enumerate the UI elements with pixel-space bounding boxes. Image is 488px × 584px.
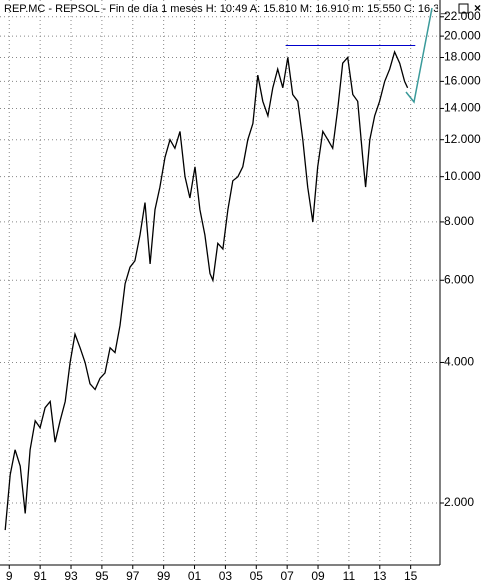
x-tick-label: 03 (219, 569, 233, 583)
y-tick-label: 2.000 (444, 495, 474, 509)
x-tick-label: 09 (311, 569, 325, 583)
x-tick-label: 13 (373, 569, 387, 583)
y-tick-label: 16.000 (444, 74, 481, 88)
y-tick-label: 20.000 (444, 28, 481, 42)
x-tick-label: 97 (126, 569, 140, 583)
x-tick-label: 95 (95, 569, 109, 583)
y-tick-label: 4.000 (444, 355, 474, 369)
x-tick-label: 9 (6, 569, 13, 583)
y-tick-label: 22.000 (444, 9, 481, 23)
x-tick-label: 05 (250, 569, 264, 583)
projection-arrow (405, 7, 433, 104)
y-tick-label: 6.000 (444, 272, 474, 286)
x-tick-label: 01 (188, 569, 202, 583)
y-tick-label: 14.000 (444, 101, 481, 115)
x-tick-label: 11 (343, 569, 356, 583)
window-buttons[interactable] (438, 2, 486, 16)
x-tick-label: 93 (64, 569, 78, 583)
maximize-button[interactable] (458, 3, 469, 14)
y-tick-label: 8.000 (444, 214, 474, 228)
close-button[interactable]: × (474, 1, 481, 15)
y-tick-label: 10.000 (444, 169, 481, 183)
x-tick-label: 91 (33, 569, 47, 583)
chart-title: REP.MC - REPSOL - Fin de día 1 meses H: … (4, 3, 439, 15)
y-tick-label: 12.000 (444, 132, 481, 146)
x-tick-label: 07 (280, 569, 294, 583)
x-tick-label: 99 (157, 569, 171, 583)
x-tick-label: 15 (404, 569, 418, 583)
minimize-button[interactable]: _ (440, 3, 448, 15)
y-tick-label: 18.000 (444, 50, 481, 64)
price-line (4, 50, 409, 531)
